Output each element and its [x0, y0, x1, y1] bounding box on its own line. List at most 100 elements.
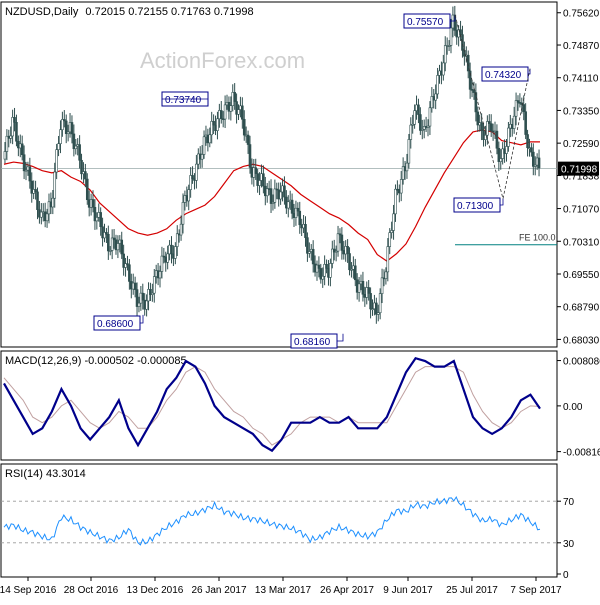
candle-body	[237, 109, 240, 115]
price-tick-label: 0.68790	[563, 303, 600, 314]
candle-body	[419, 114, 422, 131]
candle-body	[461, 34, 464, 51]
candle-body	[407, 139, 411, 164]
candle-body	[34, 189, 37, 193]
candle-body	[62, 119, 66, 122]
candle-body	[484, 134, 487, 140]
x-tick-label: 9 Jun 2017	[383, 585, 433, 596]
candle-body	[126, 263, 129, 266]
candle-body	[434, 93, 437, 101]
candle-body	[380, 277, 384, 294]
candle-body	[66, 131, 70, 135]
macd-signal-line	[3, 366, 541, 446]
candle-body	[283, 185, 286, 198]
candle-body	[413, 110, 416, 125]
rsi-line	[3, 495, 541, 546]
price-tick-label: 0.71070	[563, 205, 600, 216]
candle-body	[254, 167, 258, 174]
candle-body	[524, 111, 527, 135]
candle-body	[497, 147, 501, 162]
price-tick-label: 0.70310	[563, 237, 600, 248]
candle-body	[286, 201, 290, 209]
rsi-tick-label: 0	[563, 570, 569, 581]
candle-body	[137, 302, 141, 307]
candle-body	[311, 248, 315, 265]
candle-body	[30, 180, 34, 194]
annotation-0.71300: 0.71300	[453, 197, 504, 213]
candle-body	[409, 124, 413, 140]
candle-body	[53, 171, 57, 199]
candle-body	[223, 104, 227, 120]
candle-body	[271, 201, 275, 204]
candle-body	[330, 248, 334, 264]
candle-body	[85, 178, 89, 201]
candle-body	[122, 253, 125, 268]
candle-body	[394, 188, 397, 215]
candle-body	[80, 159, 83, 175]
candle-body	[147, 289, 150, 302]
x-tick-label: 26 Apr 2017	[320, 585, 374, 596]
candle-body	[51, 197, 55, 208]
candle-body	[442, 62, 445, 76]
candle-body	[99, 212, 102, 228]
annotation-0.68160: 0.68160	[290, 333, 344, 349]
candle-body	[181, 202, 185, 225]
candle-body	[110, 237, 114, 251]
candle-body	[210, 121, 213, 136]
candle-body	[135, 289, 139, 307]
candle-body	[367, 287, 370, 294]
candle-body	[405, 162, 409, 172]
macd-tick-label: 0.008086	[563, 357, 600, 368]
candle-body	[507, 127, 510, 147]
candle-body	[378, 293, 382, 314]
candle-body	[489, 123, 493, 132]
candle-body	[258, 180, 261, 186]
candle-body	[158, 271, 162, 279]
candle-body	[15, 122, 18, 142]
candle-body	[269, 188, 273, 204]
watermark: ActionForex.com	[140, 48, 305, 73]
candle-body	[371, 308, 374, 311]
candle-body	[108, 250, 112, 252]
candle-body	[428, 107, 432, 127]
candle-body	[262, 173, 265, 187]
price-tick-label: 0.75620	[563, 9, 600, 20]
candle-body	[219, 110, 223, 119]
candle-body	[411, 123, 415, 126]
annotation-label: 0.75570	[407, 17, 444, 28]
candle-body	[388, 232, 392, 247]
rsi-title: RSI(14) 43.3014	[5, 468, 86, 480]
candle-body	[369, 293, 372, 310]
candle-body	[476, 111, 480, 126]
candle-body	[47, 201, 51, 215]
candle-body	[323, 264, 326, 277]
candle-body	[466, 54, 470, 72]
candle-body	[436, 75, 439, 95]
candle-body	[430, 96, 434, 109]
rsi-panel	[0, 463, 558, 578]
annotation-connector	[140, 314, 144, 324]
candle-body	[399, 179, 403, 194]
candle-body	[533, 164, 537, 167]
annotation-connector	[337, 333, 344, 342]
candle-body	[195, 163, 198, 181]
price-tick-label: 0.72590	[563, 139, 600, 150]
candle-body	[468, 70, 472, 90]
candle-body	[9, 135, 12, 139]
candle-body	[470, 89, 474, 91]
svg-text:NZDUSD,Daily 0.72015 0.721: NZDUSD,Daily 0.72015 0.72155 0.71763 0.7…	[5, 6, 254, 18]
candle-body	[246, 134, 250, 145]
candle-body	[112, 237, 116, 241]
candle-body	[120, 239, 124, 255]
candle-body	[40, 211, 43, 218]
candle-body	[28, 166, 32, 182]
candle-body	[107, 234, 110, 252]
candle-body	[64, 120, 68, 135]
candle-body	[57, 143, 60, 150]
candle-body	[160, 255, 164, 272]
candle-body	[279, 191, 282, 200]
candle-body	[152, 276, 156, 294]
candle-body	[340, 234, 344, 251]
annotation-label: 0.68600	[97, 319, 134, 330]
